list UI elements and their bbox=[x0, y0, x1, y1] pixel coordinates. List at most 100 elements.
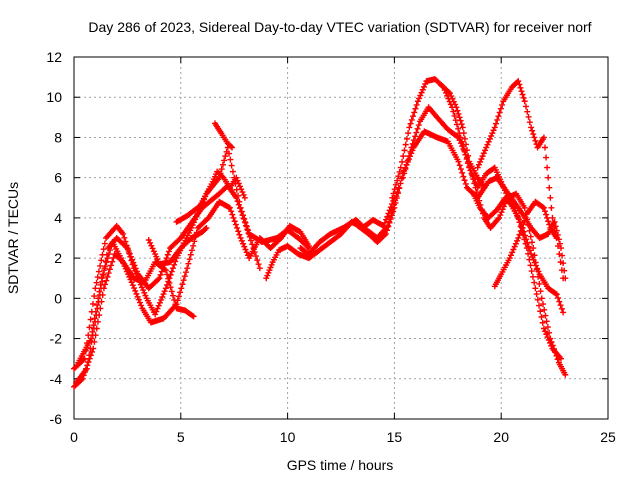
data-point bbox=[455, 134, 462, 141]
data-point bbox=[105, 251, 112, 258]
data-point bbox=[498, 209, 505, 216]
data-point bbox=[93, 325, 100, 332]
data-point bbox=[525, 113, 532, 120]
data-point bbox=[183, 269, 190, 276]
data-point bbox=[169, 265, 176, 272]
data-point bbox=[499, 101, 506, 108]
data-point bbox=[140, 287, 147, 294]
data-point bbox=[94, 318, 101, 325]
data-point bbox=[515, 78, 522, 85]
data-point bbox=[534, 265, 541, 272]
data-point bbox=[99, 291, 106, 298]
data-point bbox=[413, 101, 420, 108]
data-point bbox=[475, 161, 482, 168]
data-point bbox=[539, 203, 546, 210]
data-point bbox=[132, 287, 139, 294]
data-point bbox=[398, 175, 405, 182]
data-point bbox=[412, 133, 419, 140]
data-point bbox=[407, 120, 414, 127]
data-point bbox=[98, 257, 105, 264]
data-point bbox=[464, 147, 471, 154]
data-point bbox=[157, 271, 164, 278]
data-point bbox=[97, 262, 104, 269]
data-point bbox=[141, 289, 148, 296]
data-point bbox=[246, 233, 253, 240]
data-point bbox=[531, 134, 538, 141]
chart-title: Day 286 of 2023, Sidereal Day-to-day VTE… bbox=[88, 19, 591, 35]
x-tick-label: 0 bbox=[70, 429, 78, 445]
data-point bbox=[544, 164, 551, 171]
data-point bbox=[493, 120, 500, 127]
data-point bbox=[514, 237, 521, 244]
data-point bbox=[241, 218, 248, 225]
data-point bbox=[237, 235, 244, 241]
data-point bbox=[89, 300, 96, 307]
data-point bbox=[78, 376, 85, 383]
data-point bbox=[542, 312, 549, 319]
data-point bbox=[537, 308, 544, 315]
series-sat-l bbox=[399, 104, 569, 378]
data-point bbox=[488, 133, 495, 140]
data-point bbox=[552, 290, 559, 297]
data-point bbox=[410, 137, 417, 144]
data-point bbox=[406, 124, 413, 131]
data-point bbox=[549, 342, 556, 349]
data-point bbox=[457, 140, 464, 147]
data-point bbox=[446, 90, 453, 97]
data-point bbox=[190, 242, 197, 249]
data-point bbox=[529, 273, 536, 280]
data-point bbox=[101, 267, 108, 274]
data-point bbox=[415, 122, 422, 129]
data-point bbox=[546, 184, 553, 191]
data-point bbox=[145, 237, 152, 244]
data-point bbox=[558, 267, 565, 274]
data-point bbox=[165, 275, 172, 282]
data-point bbox=[228, 208, 235, 215]
data-point bbox=[545, 174, 552, 181]
data-point bbox=[229, 211, 236, 218]
data-point bbox=[460, 173, 467, 180]
data-point bbox=[90, 322, 97, 329]
data-point bbox=[171, 261, 178, 268]
data-point bbox=[477, 158, 484, 165]
y-tick-label: 10 bbox=[46, 89, 62, 105]
data-point bbox=[500, 184, 507, 191]
data-point bbox=[541, 306, 548, 313]
data-point bbox=[460, 130, 467, 137]
data-point bbox=[534, 296, 541, 303]
data-point bbox=[482, 147, 489, 154]
data-point bbox=[532, 285, 539, 292]
data-point bbox=[218, 166, 225, 173]
data-point bbox=[244, 226, 251, 233]
data-point bbox=[129, 282, 136, 289]
data-point bbox=[404, 157, 411, 164]
data-point bbox=[536, 302, 543, 309]
data-point bbox=[497, 105, 504, 112]
data-point bbox=[238, 186, 245, 193]
data-point bbox=[459, 124, 466, 131]
data-point bbox=[542, 328, 549, 335]
data-point bbox=[547, 335, 554, 342]
data-point bbox=[490, 127, 497, 134]
data-point bbox=[496, 214, 503, 221]
data-point bbox=[124, 245, 131, 252]
data-point bbox=[546, 221, 553, 228]
data-point bbox=[79, 375, 86, 382]
data-point bbox=[177, 289, 184, 296]
data-point bbox=[527, 262, 534, 269]
data-point bbox=[158, 296, 165, 303]
data-point bbox=[107, 247, 114, 254]
data-point bbox=[96, 312, 103, 319]
data-point bbox=[522, 232, 529, 239]
data-point bbox=[512, 240, 519, 247]
data-point bbox=[499, 206, 506, 213]
data-point bbox=[416, 95, 423, 102]
data-point bbox=[539, 319, 546, 326]
data-point bbox=[104, 273, 111, 280]
data-point bbox=[410, 113, 417, 120]
data-point bbox=[235, 180, 242, 187]
data-point bbox=[538, 314, 545, 321]
series-sat-k bbox=[389, 76, 565, 362]
data-point bbox=[530, 245, 537, 252]
